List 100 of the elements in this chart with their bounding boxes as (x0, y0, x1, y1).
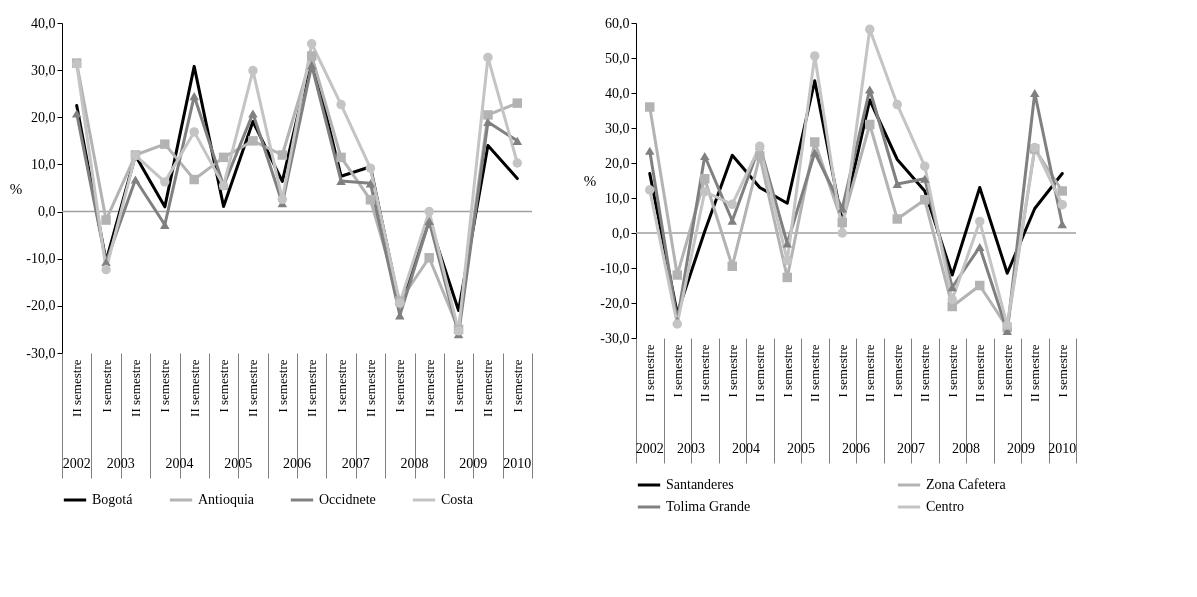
point (727, 199, 737, 210)
x-tick-label: II semestre (752, 344, 768, 402)
point (645, 102, 655, 112)
y-tick-label: 10,0 (31, 156, 56, 172)
x-tick-label: I semestre (669, 344, 685, 398)
point (365, 179, 376, 188)
x-tick-label: II semestre (1027, 344, 1043, 402)
x-tick-label: II semestre (862, 344, 878, 402)
point (837, 228, 847, 238)
point (810, 148, 820, 157)
x-tick-label: I semestre (392, 359, 408, 413)
x-tick-label: II semestre (697, 344, 713, 402)
point (101, 215, 111, 225)
x-tick-label: II semestre (69, 359, 85, 417)
point (672, 270, 682, 280)
x-tick-label: II semestre (362, 359, 378, 417)
x-tick-label: I semestre (274, 359, 290, 413)
point (645, 146, 655, 155)
y-tick-label: -30,0 (600, 330, 630, 346)
text: 2009 (1007, 441, 1035, 456)
point (892, 214, 902, 224)
text: 2003 (677, 441, 705, 456)
point (865, 119, 875, 130)
point (865, 85, 875, 94)
point (483, 52, 493, 63)
point (218, 152, 229, 163)
point (1057, 199, 1067, 210)
point (1057, 220, 1067, 229)
y-tick-label: -20,0 (600, 295, 630, 311)
point (810, 51, 820, 61)
x-tick-label: II semestre (642, 344, 658, 402)
point (424, 206, 434, 217)
point (920, 195, 930, 205)
y-tick-label: 30,0 (605, 120, 630, 136)
x-tick-label: I semestre (944, 344, 960, 398)
point (365, 163, 376, 173)
y-axis-title: % (9, 180, 23, 197)
point (365, 195, 376, 205)
text: 2004 (732, 441, 760, 456)
point (248, 136, 258, 146)
y-tick-label: 0,0 (612, 225, 630, 241)
x-tick-label: I semestre (98, 359, 114, 413)
point (336, 99, 346, 110)
point (277, 150, 288, 160)
point (336, 152, 346, 163)
text: 2005 (787, 441, 815, 456)
point (306, 51, 317, 61)
y-tick-label: -30,0 (26, 345, 56, 361)
x-tick-label: I semestre (451, 359, 467, 413)
text: 2006 (842, 441, 870, 456)
x-tick-label: II semestre (127, 359, 143, 417)
text: 2003 (106, 456, 135, 471)
point (512, 158, 523, 168)
legend-label: Occidnete (319, 492, 376, 507)
point (865, 24, 875, 35)
text: 2008 (952, 441, 980, 456)
point (782, 272, 792, 283)
point (975, 242, 985, 252)
point (189, 127, 199, 137)
text: 2006 (283, 456, 311, 471)
text: 2008 (400, 456, 429, 471)
y-tick-label: 20,0 (605, 155, 630, 171)
x-tick-label: I semestre (509, 359, 525, 413)
text: 2004 (165, 456, 194, 471)
x-tick-label: I semestre (889, 344, 905, 398)
x-tick-label: II semestre (917, 344, 933, 402)
x-tick-label: II semestre (480, 359, 496, 417)
x-tick-label: II semestre (304, 359, 320, 417)
point (424, 216, 434, 226)
point (483, 117, 493, 127)
point (892, 99, 902, 110)
legend-label: Santanderes (666, 477, 734, 492)
legend-label: Costa (441, 492, 474, 507)
point (248, 65, 258, 76)
y-tick-label: 60,0 (605, 15, 630, 31)
x-tick-label: II semestre (972, 344, 988, 402)
point (101, 264, 111, 275)
x-tick-label: II semestre (186, 359, 202, 417)
text: 2010 (1048, 441, 1077, 456)
point (810, 137, 820, 147)
point (189, 174, 199, 185)
legend-label: Centro (926, 499, 965, 514)
text: 2007 (341, 456, 370, 471)
x-tick-label: I semestre (333, 359, 349, 413)
point (700, 174, 710, 184)
text: 2007 (897, 441, 925, 456)
point (892, 179, 902, 189)
y-tick-label: -10,0 (26, 251, 56, 267)
point (483, 110, 493, 120)
x-tick-label: II semestre (807, 344, 823, 402)
text: 2002 (62, 456, 91, 471)
point (672, 319, 682, 329)
point (782, 255, 792, 266)
y-tick-label: 40,0 (605, 85, 630, 101)
point (700, 186, 710, 197)
point (700, 151, 710, 161)
x-tick-label: I semestre (157, 359, 173, 413)
point (1057, 186, 1067, 196)
point (189, 91, 199, 101)
point (920, 174, 930, 183)
